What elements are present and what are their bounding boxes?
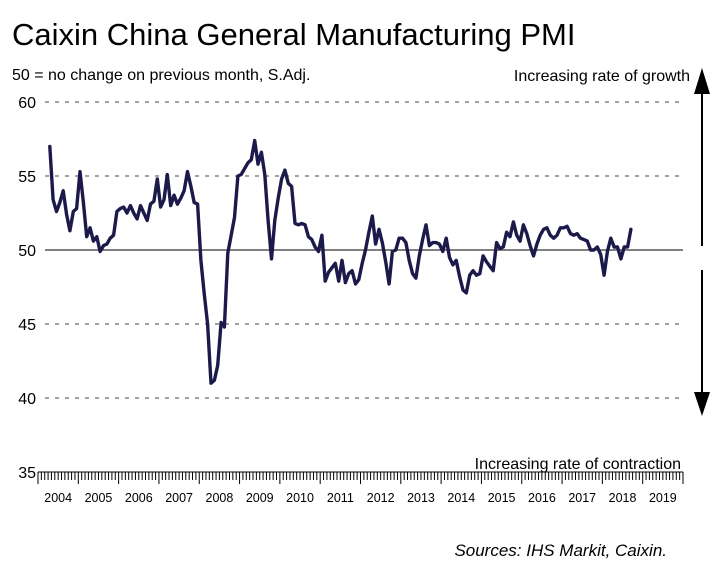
x-tick-label: 2009 (246, 491, 274, 505)
series-layer (48, 138, 633, 385)
x-tick-label: 2012 (367, 491, 395, 505)
y-axis-ticks: 35 40 45 50 55 60 (18, 95, 36, 482)
x-tick-label: 2014 (447, 491, 475, 505)
y-tick-label: 45 (18, 317, 36, 334)
x-tick-label: 2006 (125, 491, 153, 505)
y-tick-label: 60 (18, 95, 36, 112)
x-tick-label: 2017 (568, 491, 596, 505)
contraction-arrow (694, 270, 710, 416)
source-note: Sources: IHS Markit, Caixin. (454, 541, 667, 560)
y-tick-label: 35 (18, 465, 36, 482)
y-tick-label: 50 (18, 243, 36, 260)
x-tick-label: 2011 (327, 491, 354, 505)
growth-arrow (694, 68, 710, 246)
y-tick-label: 40 (18, 391, 36, 408)
contraction-note: Increasing rate of contraction (475, 456, 681, 473)
x-tick-label: 2007 (165, 491, 193, 505)
x-tick-label: 2004 (44, 491, 72, 505)
x-tick-label: 2019 (649, 491, 677, 505)
x-tick-label: 2015 (488, 491, 516, 505)
x-tick-label: 2016 (528, 491, 556, 505)
x-tick-label: 2010 (286, 491, 314, 505)
y-tick-label: 55 (18, 169, 36, 186)
chart-title: Caixin China General Manufacturing PMI (12, 17, 575, 52)
pmi-series-line (48, 138, 633, 385)
growth-note: Increasing rate of growth (514, 68, 690, 85)
chart-subtitle: 50 = no change on previous month, S.Adj. (12, 67, 310, 84)
x-tick-label: 2018 (609, 491, 637, 505)
x-tick-label: 2008 (206, 491, 234, 505)
x-axis (37, 471, 684, 484)
x-tick-label: 2013 (407, 491, 435, 505)
x-axis-labels: 2004 2005 2006 2007 2008 2009 2010 2011 2012 2013… (44, 491, 677, 505)
x-tick-label: 2005 (85, 491, 113, 505)
